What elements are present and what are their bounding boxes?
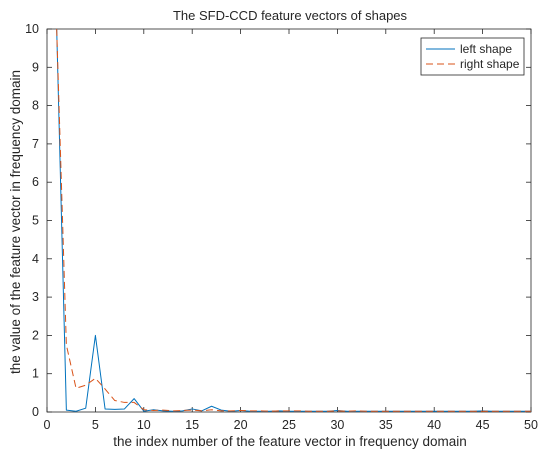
- x-tick-label: 30: [330, 418, 344, 432]
- x-tick-label: 0: [44, 418, 51, 432]
- chart-title: The SFD-CCD feature vectors of shapes: [173, 8, 408, 23]
- y-tick-label: 8: [32, 99, 39, 113]
- y-tick-label: 5: [32, 214, 39, 228]
- y-axis-label: the value of the feature vector in frequ…: [8, 70, 23, 374]
- x-tick-label: 5: [92, 418, 99, 432]
- axes-box: [46, 28, 532, 413]
- legend-label-2: right shape: [460, 57, 520, 71]
- series-line-2: [56, 28, 531, 412]
- x-tick-label: 10: [137, 418, 151, 432]
- y-tick-label: 6: [32, 175, 39, 189]
- x-tick-label: 35: [379, 418, 393, 432]
- x-tick-label: 45: [476, 418, 490, 432]
- x-axis-label: the index number of the feature vector i…: [113, 434, 466, 449]
- x-tick-label: 15: [185, 418, 199, 432]
- legend-label-1: left shape: [460, 42, 512, 56]
- x-tick-label: 50: [524, 418, 538, 432]
- y-tick-label: 1: [32, 367, 39, 381]
- x-tick-label: 40: [427, 418, 441, 432]
- y-tick-label: 4: [32, 252, 39, 266]
- y-tick-label: 7: [32, 137, 39, 151]
- x-tick-label: 20: [234, 418, 248, 432]
- y-tick-label: 10: [25, 22, 39, 36]
- y-tick-label: 0: [32, 405, 39, 419]
- legend-box: [420, 37, 525, 76]
- x-tick-label: 25: [282, 418, 296, 432]
- y-tick-label: 2: [32, 328, 39, 342]
- y-tick-label: 9: [32, 60, 39, 74]
- y-tick-label: 3: [32, 290, 39, 304]
